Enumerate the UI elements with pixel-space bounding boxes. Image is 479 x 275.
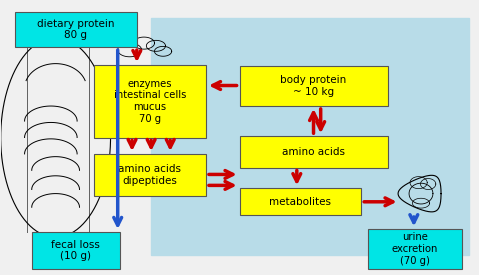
Text: urine
excretion
(70 g): urine excretion (70 g) — [392, 232, 438, 266]
Bar — [151, 18, 469, 255]
Text: enzymes
intestinal cells
mucus
70 g: enzymes intestinal cells mucus 70 g — [114, 79, 186, 124]
Bar — [15, 12, 137, 47]
Text: body protein
~ 10 kg: body protein ~ 10 kg — [280, 75, 347, 97]
Text: amino acids: amino acids — [282, 147, 345, 157]
Bar — [240, 136, 388, 167]
Bar — [32, 232, 120, 269]
Text: dietary protein
80 g: dietary protein 80 g — [37, 19, 114, 40]
Bar — [94, 154, 206, 196]
Text: fecal loss
(10 g): fecal loss (10 g) — [51, 240, 101, 261]
Bar — [240, 188, 361, 216]
Bar — [240, 66, 388, 106]
Text: metabolites: metabolites — [269, 197, 331, 207]
Bar — [368, 229, 462, 269]
Text: amino acids
dipeptides: amino acids dipeptides — [118, 164, 182, 186]
Bar — [94, 65, 206, 138]
